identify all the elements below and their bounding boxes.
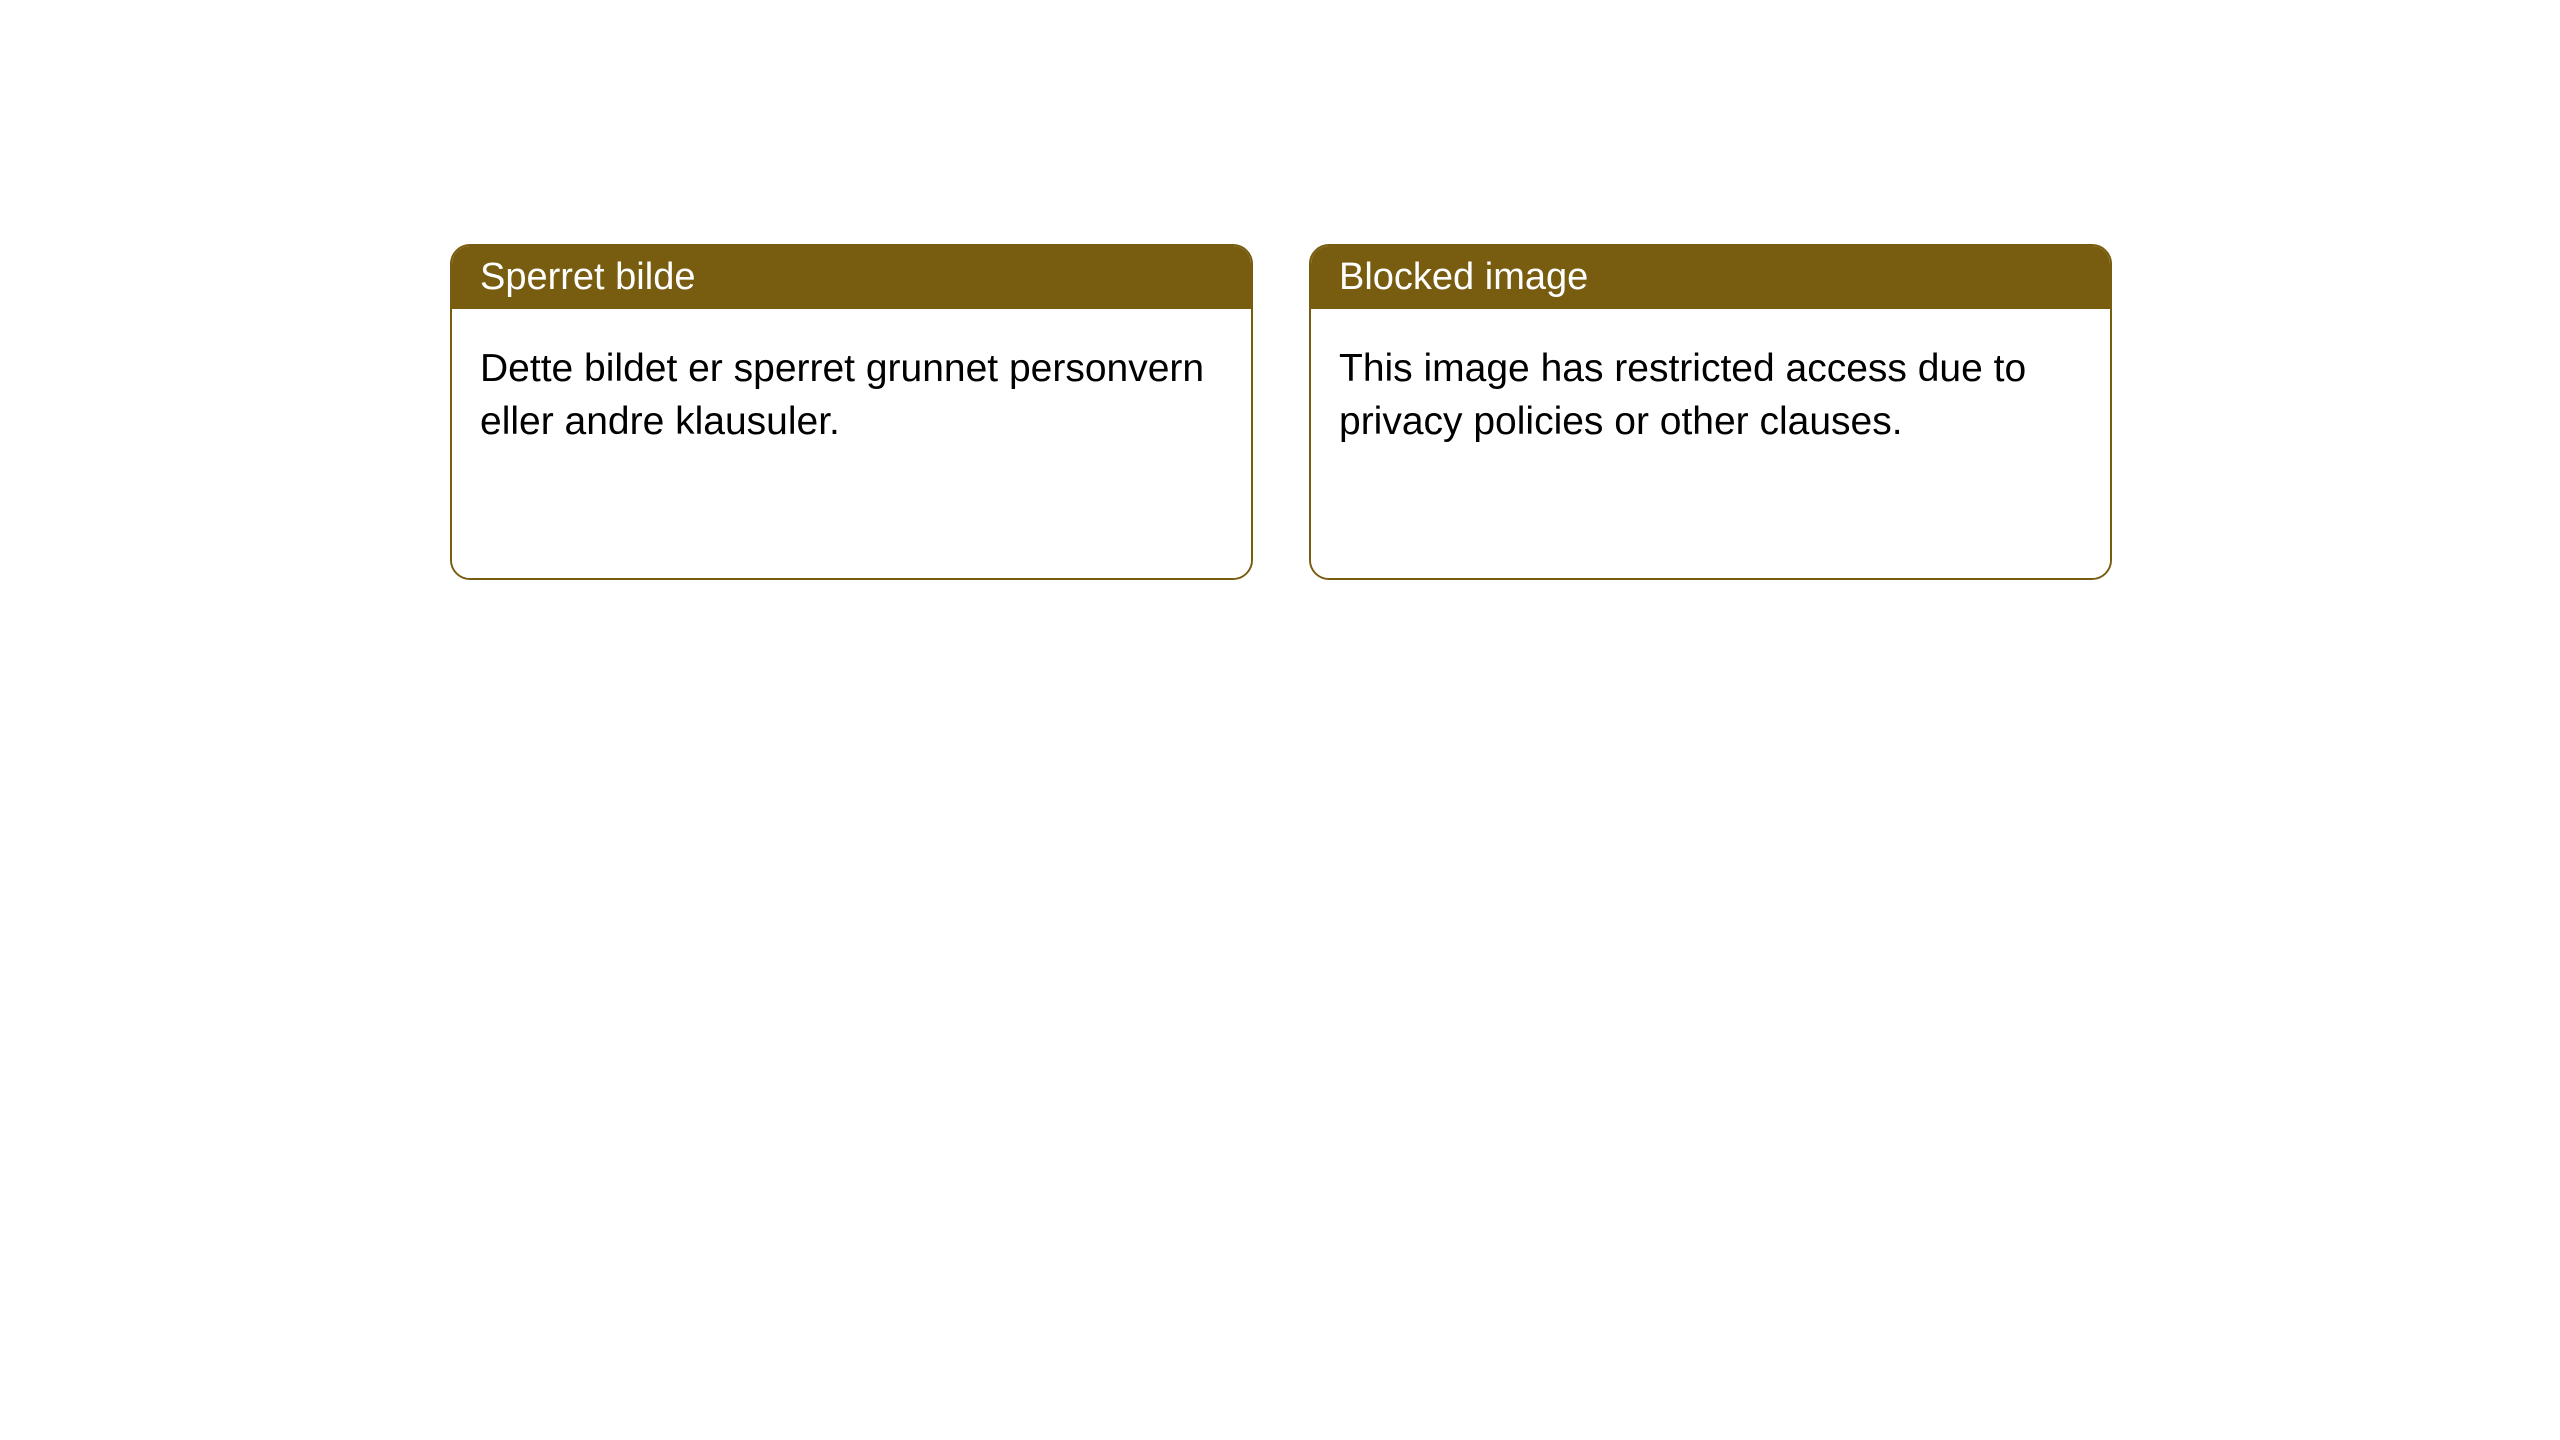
notice-card-body: Dette bildet er sperret grunnet personve…: [452, 309, 1251, 578]
notice-card-english: Blocked image This image has restricted …: [1309, 244, 2112, 580]
notice-card-norwegian: Sperret bilde Dette bildet er sperret gr…: [450, 244, 1253, 580]
notice-cards-container: Sperret bilde Dette bildet er sperret gr…: [0, 0, 2560, 580]
notice-card-body: This image has restricted access due to …: [1311, 309, 2110, 578]
notice-card-title: Sperret bilde: [452, 246, 1251, 309]
notice-card-title: Blocked image: [1311, 246, 2110, 309]
